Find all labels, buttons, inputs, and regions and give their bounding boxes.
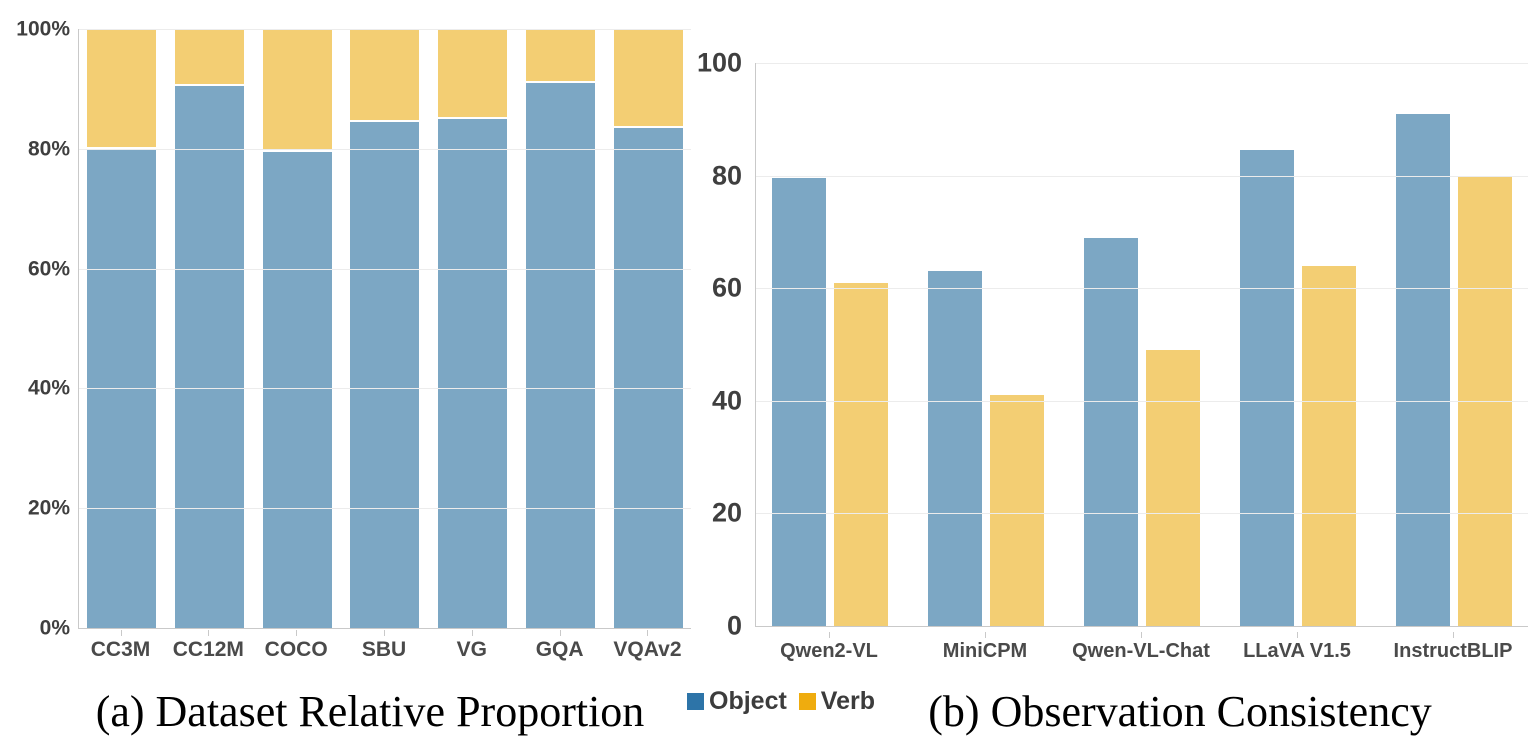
bar-segment-object xyxy=(174,85,244,628)
bar-CC12M xyxy=(174,29,244,628)
bars-b xyxy=(756,63,1528,626)
bar-segment-object xyxy=(613,127,683,628)
y-tick-label: 0% xyxy=(39,616,70,640)
gridline-40 xyxy=(756,400,1528,402)
x-category-label: MiniCPM xyxy=(942,640,1028,662)
bar-group-Qwen-VL-Chat xyxy=(1084,63,1200,626)
bar-VG xyxy=(438,29,508,628)
bar-verb xyxy=(990,395,1044,626)
bar-group-Qwen2-VL xyxy=(772,63,888,626)
x-category-Qwen-VL-Chat: Qwen-VL-Chat xyxy=(1072,632,1210,661)
gridline-80 xyxy=(756,175,1528,177)
legend-item-verb: Verb xyxy=(798,687,875,715)
verb-swatch-icon xyxy=(798,693,816,710)
x-category-label: CC3M xyxy=(90,638,151,661)
bar-object xyxy=(772,178,826,626)
bar-group-LLaVA V1.5 xyxy=(1240,63,1356,626)
x-category-label: CC12M xyxy=(172,638,244,661)
y-tick-label: 60 xyxy=(711,272,742,303)
gridline-100 xyxy=(756,63,1528,64)
y-tick-label: 20% xyxy=(27,496,70,520)
x-category-label: InstructBLIP xyxy=(1393,640,1513,662)
x-category-label: SBU xyxy=(361,638,407,661)
x-category-InstructBLIP: InstructBLIP xyxy=(1393,632,1513,662)
y-tick-label: 40 xyxy=(711,385,742,416)
legend-item-object: Object xyxy=(687,689,787,714)
plot-area-b xyxy=(755,63,1528,627)
y-tick-label: 100 xyxy=(696,47,742,78)
bar-verb xyxy=(1302,265,1356,626)
bar-segment-object xyxy=(438,118,508,628)
bar-segment-verb xyxy=(526,29,596,83)
bar-verb xyxy=(834,282,888,626)
gridline-20 xyxy=(756,513,1528,515)
bars-a xyxy=(79,29,691,628)
gridline-60 xyxy=(756,288,1528,290)
y-tick-label: 100% xyxy=(16,17,70,41)
y-tick-label: 0 xyxy=(726,610,742,641)
x-category-SBU: SBU xyxy=(349,630,418,660)
x-category-label: GQA xyxy=(535,638,584,661)
bar-COCO xyxy=(262,29,332,628)
object-swatch-icon xyxy=(687,693,704,710)
bar-CC3M xyxy=(87,29,156,628)
x-category-label: LLaVA V1.5 xyxy=(1243,640,1351,662)
y-axis-a: 100% 80% 60% 40% 20% 0% xyxy=(0,19,70,639)
bar-segment-verb xyxy=(613,29,683,128)
legend-label-object: Object xyxy=(709,687,787,715)
x-category-COCO: COCO xyxy=(262,630,331,660)
bar-segment-verb xyxy=(87,29,156,149)
bar-SBU xyxy=(350,29,420,628)
bar-segment-verb xyxy=(438,29,508,119)
x-category-CC3M: CC3M xyxy=(86,630,155,660)
bar-object xyxy=(1396,113,1450,626)
gridline-80 xyxy=(79,148,691,150)
x-category-VQAv2: VQAv2 xyxy=(613,630,682,660)
x-axis-b: Qwen2-VL MiniCPM Qwen-VL-Chat LLaVA V1.5 Ins… xyxy=(755,632,1527,661)
gridline-20 xyxy=(79,508,691,510)
x-category-label: VG xyxy=(456,638,487,661)
bar-segment-object xyxy=(350,121,420,628)
y-tick-label: 40% xyxy=(27,376,70,400)
bar-object xyxy=(1240,150,1294,626)
bar-object xyxy=(928,271,982,626)
bar-segment-verb xyxy=(262,29,332,152)
x-category-label: COCO xyxy=(264,638,328,661)
x-category-label: Qwen2-VL xyxy=(780,640,878,662)
bar-segment-verb xyxy=(350,29,420,122)
x-category-Qwen2-VL: Qwen2-VL xyxy=(771,632,887,661)
y-tick-label: 80% xyxy=(27,137,70,161)
x-category-label: Qwen-VL-Chat xyxy=(1072,640,1210,662)
x-category-GQA: GQA xyxy=(525,630,594,660)
x-category-VG: VG xyxy=(437,630,506,660)
y-tick-label: 80 xyxy=(711,160,742,191)
bar-verb xyxy=(1146,350,1200,626)
bar-group-MiniCPM xyxy=(928,63,1044,626)
gridline-100 xyxy=(79,29,691,30)
x-category-label: VQAv2 xyxy=(613,638,682,661)
y-tick-label: 20 xyxy=(711,497,742,528)
y-axis-b: 100 80 60 40 20 0 xyxy=(650,49,742,639)
x-axis-a: CC3M CC12M COCO SBU VG GQA VQAv2 xyxy=(78,630,690,660)
bar-segment-object xyxy=(262,151,332,628)
gridline-40 xyxy=(79,388,691,390)
x-category-CC12M: CC12M xyxy=(172,630,244,661)
caption-a: (a) Dataset Relative Proportion xyxy=(95,687,645,736)
bar-object xyxy=(1084,237,1138,626)
caption-b: (b) Observation Consistency xyxy=(928,687,1432,736)
x-category-LLaVA V1.5: LLaVA V1.5 xyxy=(1239,632,1355,661)
bar-group-InstructBLIP xyxy=(1396,63,1512,626)
legend: Object Verb xyxy=(687,689,875,714)
y-tick-label: 60% xyxy=(27,257,70,281)
bar-VQAv2 xyxy=(613,29,683,628)
legend-label-verb: Verb xyxy=(820,687,875,715)
bar-GQA xyxy=(526,29,596,628)
gridline-60 xyxy=(79,268,691,270)
bar-segment-verb xyxy=(174,29,244,86)
bar-segment-object xyxy=(526,82,596,628)
plot-area-a xyxy=(78,29,691,629)
x-category-MiniCPM: MiniCPM xyxy=(927,632,1043,661)
